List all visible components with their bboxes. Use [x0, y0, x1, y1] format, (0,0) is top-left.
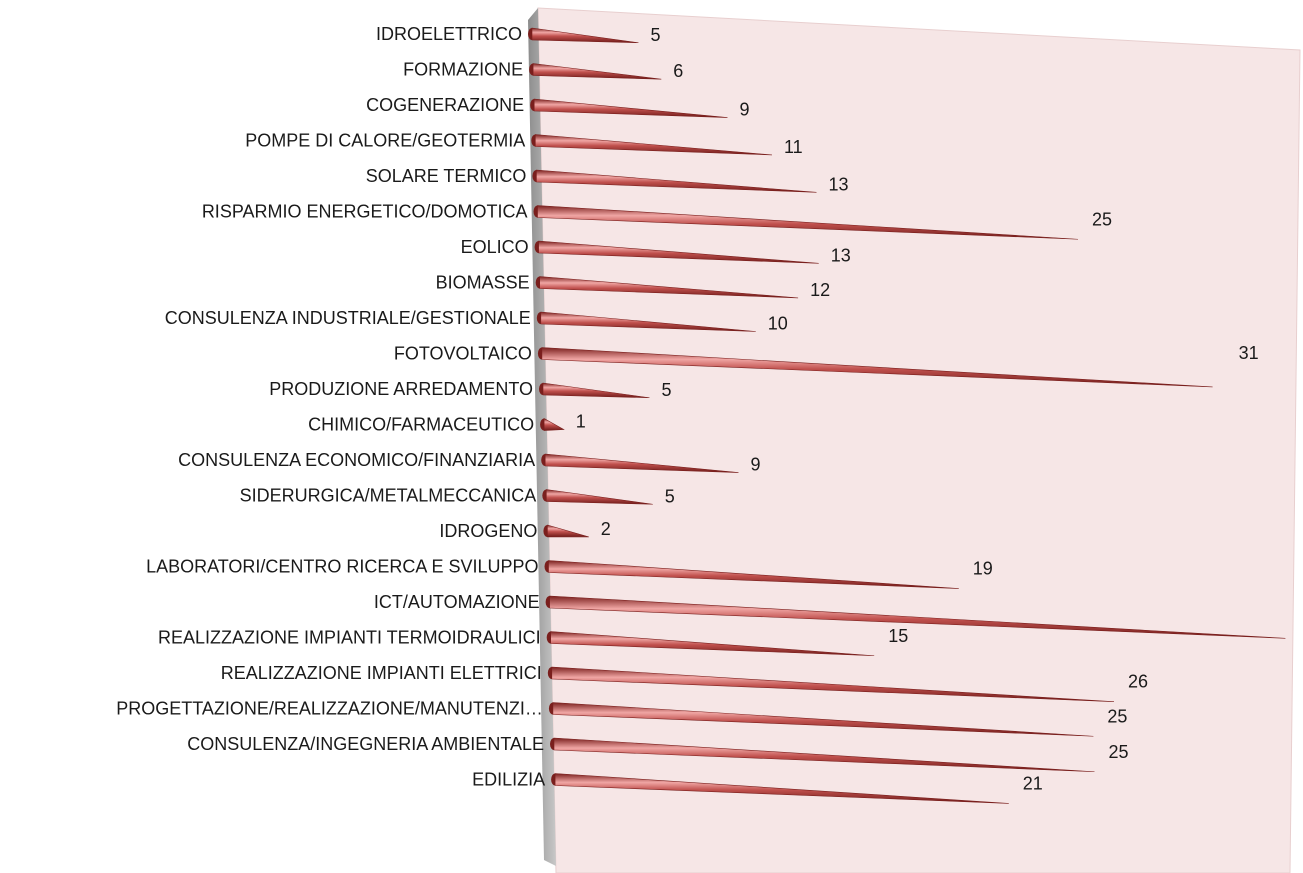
category-label: REALIZZAZIONE IMPIANTI ELETTRICI	[221, 663, 542, 683]
cone-bar	[533, 98, 728, 118]
category-label: EOLICO	[461, 237, 529, 257]
category-label: CONSULENZA ECONOMICO/FINANZIARIA	[178, 450, 535, 470]
data-label: 21	[1023, 773, 1043, 793]
cone-bar	[543, 417, 565, 431]
data-label: 15	[888, 626, 908, 646]
data-label: 25	[1107, 706, 1127, 726]
cone-bar	[537, 205, 1079, 240]
category-label: IDROELETTRICO	[376, 24, 522, 44]
data-label: 6	[673, 61, 683, 81]
category-label: BIOMASSE	[436, 273, 530, 293]
category-label: PROGETTAZIONE/REALIZZAZIONE/MANUTENZI…	[116, 699, 543, 719]
data-label: 5	[665, 486, 675, 506]
category-label: POMPE DI CALORE/GEOTERMIA	[245, 131, 525, 151]
category-label: REALIZZAZIONE IMPIANTI TERMOIDRAULICI	[158, 628, 541, 648]
data-labels: 569111325131210315195219341526252521	[576, 25, 1259, 794]
data-label: 9	[751, 455, 761, 475]
category-label: FOTOVOLTAICO	[394, 344, 532, 364]
category-labels: IDROELETTRICO FORMAZIONE COGENERAZIONE POMP…	[116, 24, 545, 790]
category-label: PRODUZIONE ARREDAMENTO	[269, 379, 533, 399]
data-label: 31	[1239, 343, 1259, 363]
cone-bar	[532, 63, 662, 80]
category-label: CHIMICO/FARMACEUTICO	[308, 415, 534, 435]
category-label: EDILIZIA	[472, 770, 545, 790]
category-label: ICT/AUTOMAZIONE	[374, 592, 540, 612]
data-label: 11	[784, 137, 803, 157]
data-label: 25	[1092, 209, 1112, 229]
category-label: RISPARMIO ENERGETICO/DOMOTICA	[202, 202, 528, 222]
category-label: SIDERURGICA/METALMECCANICA	[240, 486, 537, 506]
data-label: 1	[576, 411, 586, 431]
cone-bar	[554, 773, 1009, 804]
data-label: 2	[601, 519, 611, 539]
category-label: CONSULENZA INDUSTRIALE/GESTIONALE	[165, 308, 531, 328]
back-wall	[537, 7, 1301, 873]
bars-layer	[528, 27, 1286, 804]
category-label: SOLARE TERMICO	[366, 166, 527, 186]
cone-bar	[550, 631, 875, 657]
cone-bar	[535, 134, 773, 156]
data-label: 13	[829, 174, 849, 194]
data-label: 5	[651, 25, 661, 45]
data-label: 10	[768, 314, 788, 334]
data-label: 19	[973, 559, 993, 579]
cone-bar	[540, 311, 756, 332]
cone-bar	[544, 453, 739, 473]
cone-bar	[549, 595, 1286, 639]
data-label: 5	[662, 380, 672, 400]
cone-bar	[552, 702, 1094, 737]
category-label: IDROGENO	[439, 521, 537, 541]
data-label: 9	[740, 100, 750, 120]
data-label: 12	[810, 280, 830, 300]
cone-bar	[536, 169, 817, 193]
cone-bar	[548, 560, 959, 589]
data-label: 25	[1109, 742, 1129, 762]
category-label: LABORATORI/CENTRO RICERCA E SVILUPPO	[146, 557, 538, 577]
side-wall	[528, 8, 556, 866]
data-label: 13	[831, 245, 851, 265]
cone-bar	[542, 382, 650, 399]
cone-bar	[539, 276, 799, 299]
category-label: FORMAZIONE	[403, 60, 523, 80]
cone-bar	[546, 489, 653, 505]
cone-bar	[551, 666, 1115, 702]
cone-bar	[547, 524, 589, 538]
category-label: CONSULENZA/INGEGNERIA AMBIENTALE	[187, 734, 544, 754]
cone-bar	[553, 737, 1095, 773]
cone-bar	[541, 347, 1213, 388]
cone-bar	[538, 240, 819, 264]
cone-bar	[531, 27, 639, 44]
data-label: 26	[1128, 672, 1148, 692]
category-label: COGENERAZIONE	[366, 95, 524, 115]
